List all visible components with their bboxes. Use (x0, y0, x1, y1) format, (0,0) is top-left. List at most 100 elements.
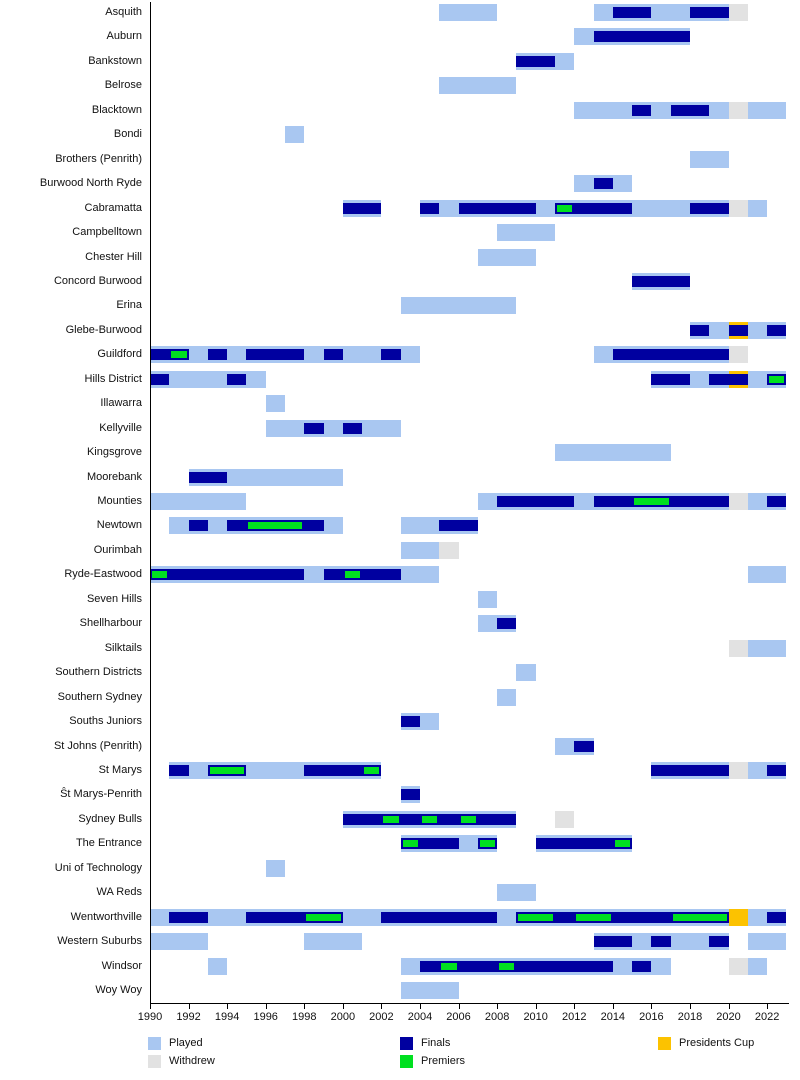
team-label: Uni of Technology (54, 861, 142, 874)
x-axis-tick-label: 1990 (137, 1011, 163, 1023)
legend-swatch-finals (400, 1037, 413, 1050)
timeline-segment-played (150, 493, 247, 510)
finals-inset (554, 911, 575, 923)
team-label: Illawarra (100, 397, 142, 410)
team-label: Burwood North Ryde (39, 177, 142, 190)
timeline-segment-played (207, 957, 228, 975)
team-label: Bondi (113, 128, 142, 141)
finals-inset (304, 764, 363, 776)
x-axis-tick (188, 1004, 190, 1009)
timeline-segment-played (207, 517, 228, 535)
timeline-segment-played (747, 933, 787, 951)
legend-label-premiers: Premiers (421, 1055, 466, 1067)
finals-inset (593, 496, 633, 507)
timeline-segment-played (554, 444, 671, 462)
finals-inset (709, 936, 729, 948)
timeline-segment-played (439, 199, 459, 217)
timeline-segment-played (747, 101, 787, 119)
timeline-segment-withdrew (554, 810, 575, 828)
x-axis-tick (419, 1004, 421, 1009)
timeline-segment-played (477, 590, 498, 608)
legend-label-withdrew: Withdrew (169, 1055, 215, 1067)
x-axis-tick-label: 2018 (677, 1011, 703, 1023)
timeline-segment-played (246, 370, 266, 388)
timeline-segment-played (747, 493, 768, 510)
finals-inset (632, 960, 652, 972)
timeline-segment-played (747, 321, 768, 339)
premiers-inset (402, 840, 418, 848)
legend-swatch-presidents_cup (658, 1037, 671, 1050)
timeline-segment-played (574, 101, 633, 119)
timeline-segment-played (207, 908, 247, 926)
x-axis-tick (342, 1004, 344, 1009)
x-axis-tick (304, 1004, 306, 1009)
team-label: Woy Woy (95, 984, 142, 996)
team-label: The Entrance (75, 837, 142, 850)
team-label: Windsor (101, 959, 142, 972)
premiers-inset (152, 571, 168, 579)
finals-inset (188, 520, 208, 532)
premiers-inset (769, 375, 785, 383)
x-axis-tick (265, 1004, 267, 1009)
timeline-segment-played (169, 517, 189, 535)
finals-inset (439, 813, 459, 825)
timeline-segment-played (612, 957, 633, 975)
timeline-segment-withdrew (728, 4, 748, 21)
timeline-segment-withdrew (728, 639, 748, 657)
finals-inset (381, 911, 498, 923)
x-axis-tick (381, 1004, 383, 1009)
team-label: Seven Hills (86, 592, 142, 605)
team-label: Mounties (97, 495, 142, 507)
finals-inset (342, 202, 382, 214)
finals-inset (246, 911, 305, 923)
finals-inset (342, 813, 382, 825)
timeline-segment-played (439, 4, 498, 21)
team-label: Shellharbour (79, 617, 142, 630)
timeline-segment-played (169, 370, 228, 388)
team-label: Silktails (104, 641, 142, 654)
finals-inset (632, 104, 652, 116)
premiers-inset (248, 522, 303, 530)
finals-inset (574, 202, 633, 214)
x-axis-tick-label: 2006 (446, 1011, 471, 1023)
finals-inset (323, 569, 343, 581)
x-axis-tick-label: 2004 (407, 1011, 433, 1023)
finals-inset (593, 31, 690, 43)
timeline-segment-withdrew (439, 541, 459, 559)
team-label: St Johns (Penrith) (53, 739, 142, 752)
timeline-segment-played (574, 493, 594, 510)
finals-inset (516, 55, 555, 67)
premiers-inset (209, 766, 245, 774)
timeline-segment-withdrew (728, 101, 748, 119)
timeline-segment-played (400, 346, 420, 364)
timeline-segment-played (304, 346, 324, 364)
finals-inset (612, 7, 652, 18)
timeline-segment-played (323, 419, 343, 437)
timeline-segment-played (593, 346, 613, 364)
finals-inset (767, 324, 787, 336)
timeline-segment-played (670, 933, 710, 951)
timeline-segment-played (227, 468, 343, 486)
timeline-segment-played (188, 761, 208, 779)
team-label: Souths Juniors (69, 715, 142, 728)
finals-inset (419, 202, 440, 214)
team-label: Ŝt Marys-Penrith (60, 788, 142, 801)
timeline-segment-played (747, 639, 787, 657)
legend-label-presidents_cup: Presidents Cup (679, 1037, 755, 1049)
x-axis-tick (651, 1004, 653, 1009)
timeline-segment-played (747, 761, 768, 779)
x-axis-tick-label: 2016 (639, 1011, 664, 1023)
x-axis-tick (767, 1004, 769, 1009)
timeline-segment-played (651, 4, 690, 21)
team-label: Sydney Bulls (78, 812, 142, 825)
timeline-segment-played (747, 199, 768, 217)
timeline-segment-played (400, 982, 459, 999)
team-label: Moorebank (86, 470, 142, 483)
finals-inset (767, 911, 787, 923)
timeline-segment-played (497, 884, 536, 902)
finals-inset (689, 324, 710, 336)
timeline-segment-played (747, 957, 768, 975)
team-label: Belrose (104, 79, 142, 92)
team-label: Southern Sydney (57, 690, 142, 703)
finals-inset (651, 764, 729, 776)
